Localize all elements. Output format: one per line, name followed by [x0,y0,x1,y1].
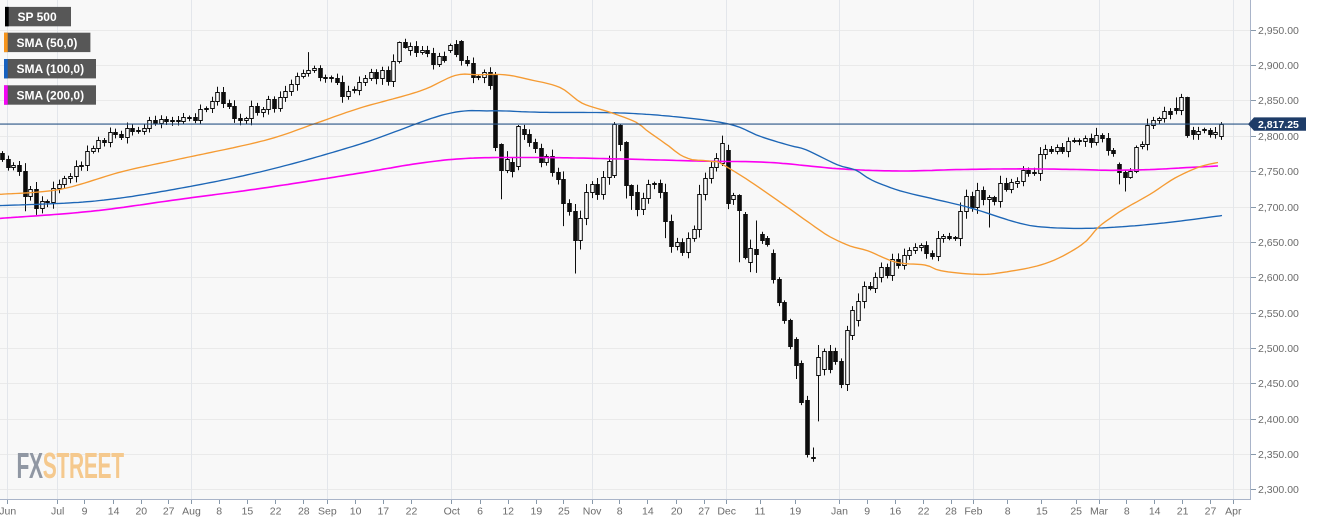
svg-text:2,800.00: 2,800.00 [1258,131,1299,143]
svg-text:12: 12 [502,506,514,518]
svg-text:2,817.25: 2,817.25 [1258,119,1299,131]
svg-text:2,650.00: 2,650.00 [1258,237,1299,249]
svg-text:20: 20 [135,506,147,518]
svg-text:22: 22 [406,506,418,518]
svg-text:27: 27 [163,506,175,518]
svg-text:22: 22 [270,506,282,518]
svg-text:17: 17 [377,506,389,518]
svg-text:11: 11 [755,506,766,518]
svg-text:2,300.00: 2,300.00 [1258,484,1299,496]
svg-text:9: 9 [864,506,870,518]
svg-text:8: 8 [617,506,623,518]
svg-text:Dec: Dec [717,506,736,518]
svg-text:SP 500: SP 500 [18,10,57,24]
svg-text:28: 28 [298,506,310,518]
svg-text:10: 10 [350,506,362,518]
svg-text:22: 22 [918,506,930,518]
svg-text:FXSTREET: FXSTREET [17,446,124,486]
svg-text:8: 8 [1005,506,1011,518]
svg-text:14: 14 [108,506,120,518]
svg-text:2,400.00: 2,400.00 [1258,414,1299,426]
svg-text:2,500.00: 2,500.00 [1258,343,1299,355]
svg-text:Apr: Apr [1225,506,1242,518]
svg-text:Mar: Mar [1090,506,1109,518]
svg-text:Aug: Aug [182,506,201,518]
svg-text:16: 16 [890,506,902,518]
svg-text:2,600.00: 2,600.00 [1258,272,1299,284]
svg-text:14: 14 [1149,506,1161,518]
svg-text:Jul: Jul [51,506,64,518]
svg-text:2,700.00: 2,700.00 [1258,202,1299,214]
svg-text:SMA (50,0): SMA (50,0) [17,36,78,50]
svg-text:Jun: Jun [0,506,16,518]
svg-text:2,900.00: 2,900.00 [1258,60,1299,72]
svg-text:25: 25 [1070,506,1082,518]
svg-text:SMA (200,0): SMA (200,0) [17,89,85,103]
svg-text:21: 21 [1177,506,1189,518]
svg-text:Oct: Oct [444,506,460,518]
svg-text:2,750.00: 2,750.00 [1258,166,1299,178]
svg-text:15: 15 [242,506,254,518]
svg-text:Feb: Feb [964,506,982,518]
svg-text:SMA (100,0): SMA (100,0) [17,62,85,76]
svg-text:27: 27 [698,506,710,518]
svg-text:28: 28 [945,506,957,518]
svg-text:8: 8 [1124,506,1130,518]
svg-text:25: 25 [558,506,570,518]
svg-text:Nov: Nov [583,506,602,518]
svg-text:27: 27 [1205,506,1217,518]
svg-text:2,350.00: 2,350.00 [1258,449,1299,461]
svg-text:20: 20 [671,506,683,518]
svg-text:Jan: Jan [831,506,848,518]
svg-text:Sep: Sep [318,506,337,518]
svg-text:19: 19 [531,506,543,518]
svg-text:2,950.00: 2,950.00 [1258,25,1299,37]
svg-text:9: 9 [82,506,88,518]
svg-text:19: 19 [790,506,802,518]
svg-text:15: 15 [1036,506,1048,518]
svg-text:8: 8 [216,506,222,518]
svg-text:14: 14 [642,506,654,518]
svg-text:2,850.00: 2,850.00 [1258,95,1299,107]
svg-text:2,450.00: 2,450.00 [1258,378,1299,390]
svg-text:6: 6 [477,506,483,518]
svg-text:2,550.00: 2,550.00 [1258,308,1299,320]
